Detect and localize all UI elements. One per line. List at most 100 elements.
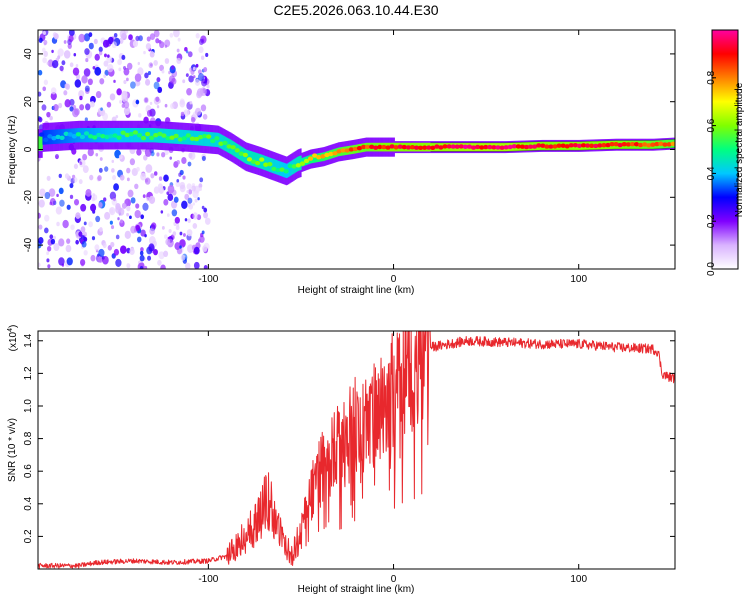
ridge-core [666, 142, 672, 147]
noise-speckle [79, 104, 85, 111]
ridge-core [173, 133, 179, 139]
noise-speckle [177, 37, 181, 42]
ridge-band [41, 136, 43, 151]
ridge-band [80, 127, 82, 143]
noise-speckle [165, 238, 171, 246]
noise-speckle [75, 239, 79, 245]
ridge-band [42, 130, 44, 145]
noise-speckle [179, 245, 182, 249]
ridge-core [242, 152, 248, 158]
noise-speckle [139, 250, 144, 256]
noise-speckle [119, 219, 124, 224]
snr-exponent-power: 4 [7, 328, 14, 332]
ridge-core [650, 142, 656, 147]
noise-speckle [198, 187, 202, 191]
noise-speckle [168, 228, 172, 234]
noise-speckle [130, 81, 136, 89]
noise-speckle [167, 193, 174, 202]
ridge-core [226, 144, 232, 149]
noise-speckle [144, 72, 149, 79]
ridge-band [165, 128, 168, 144]
noise-speckle [202, 245, 208, 252]
ridge-band [254, 152, 257, 167]
ridge-core [564, 144, 570, 149]
spectrogram-xtick-label-1: 0 [391, 274, 397, 285]
ridge-core [462, 144, 468, 149]
noise-speckle [43, 79, 49, 86]
ridge-core [658, 141, 664, 146]
noise-speckle [119, 174, 125, 181]
noise-speckle [59, 65, 64, 72]
ridge-band [179, 129, 181, 145]
noise-speckle [46, 245, 52, 252]
noise-speckle [123, 67, 130, 76]
ridge-core [96, 132, 102, 138]
noise-speckle [119, 30, 127, 39]
noise-speckle [84, 48, 90, 56]
noise-speckle [153, 81, 160, 90]
noise-speckle [137, 61, 140, 66]
noise-speckle [150, 151, 155, 157]
ridge-core [202, 133, 208, 139]
ridge-core [214, 136, 220, 141]
noise-speckle [184, 218, 188, 222]
ridge-core [100, 133, 106, 139]
noise-speckle [111, 41, 117, 49]
ridge-core [589, 143, 595, 148]
noise-speckle [202, 113, 208, 120]
noise-speckle [104, 211, 111, 220]
ridge-core [393, 145, 399, 150]
noise-speckle [98, 248, 105, 257]
ridge-band [104, 127, 107, 143]
noise-speckle [143, 265, 148, 269]
ridge-band [290, 161, 292, 176]
noise-speckle [140, 214, 145, 220]
noise-speckle [183, 233, 186, 237]
noise-speckle [64, 83, 69, 89]
figure-title: C2E5.2026.063.10.44.E30 [273, 2, 438, 18]
ridge-band [289, 161, 291, 177]
noise-speckle [69, 182, 74, 189]
noise-speckle [83, 221, 87, 226]
ridge-core [352, 146, 358, 152]
noise-speckle [47, 59, 54, 67]
ridge-core [633, 142, 640, 147]
spectrogram-ytick-label-0: -40 [23, 237, 34, 252]
ridge-core [75, 132, 81, 137]
ridge-band [275, 160, 278, 175]
noise-speckle [176, 48, 180, 53]
noise-speckle [99, 227, 103, 232]
noise-speckle [143, 96, 149, 104]
ridge-band [291, 160, 293, 175]
noise-speckle [38, 224, 43, 230]
ridge-core [601, 142, 607, 148]
spectrogram-xlabel: Height of straight line (km) [298, 285, 415, 296]
ridge-core [39, 132, 45, 137]
noise-speckle [103, 60, 109, 67]
noise-speckle [148, 243, 155, 252]
noise-speckle [58, 238, 65, 247]
noise-speckle [99, 157, 103, 161]
noise-speckle [95, 152, 99, 157]
spectrogram-ytick-label-3: 20 [23, 96, 34, 108]
ridge-core [263, 162, 269, 167]
ridge-core [340, 148, 346, 153]
noise-speckle [56, 221, 60, 227]
noise-speckle [192, 66, 196, 71]
ridge-core [87, 134, 94, 139]
noise-speckle [110, 241, 115, 248]
noise-speckle [111, 198, 118, 206]
ridge-core [629, 141, 636, 147]
ridge-core [621, 141, 627, 147]
noise-speckle [161, 225, 165, 230]
noise-speckle [129, 247, 135, 255]
noise-speckle [153, 248, 158, 256]
noise-speckle [113, 248, 120, 256]
noise-speckle [172, 231, 177, 236]
ridge-core [479, 145, 485, 150]
ridge-core [283, 169, 289, 174]
noise-speckle [53, 235, 56, 240]
ridge-core [426, 145, 432, 150]
noise-speckle [42, 57, 47, 64]
ridge-band [255, 152, 258, 168]
